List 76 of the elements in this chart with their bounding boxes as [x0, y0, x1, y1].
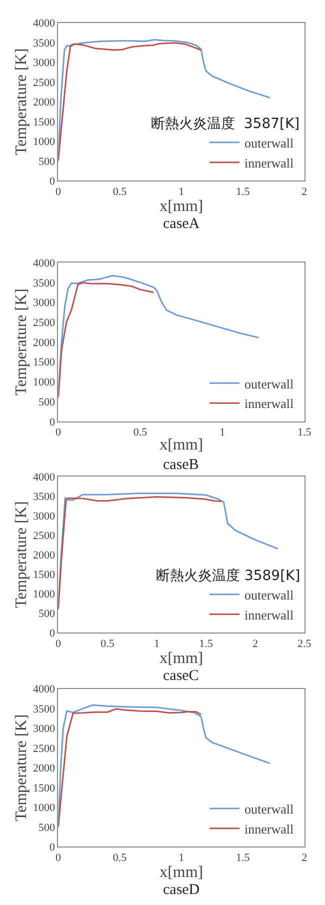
legend-label: innerwall: [244, 396, 294, 412]
x-tick-label: 0.5: [112, 186, 128, 198]
text: caseC: [163, 668, 199, 684]
y-tick-label: 3500: [33, 703, 56, 716]
y-tick-label: 1500: [33, 116, 56, 128]
x-axis-title: x[mm]: [160, 198, 204, 215]
y-tick-label: 0: [50, 175, 56, 188]
line-series: [58, 282, 154, 398]
y-tick-label: 2000: [33, 549, 56, 562]
x-tick-label: 1: [178, 186, 184, 198]
y-tick-label: 1500: [33, 356, 56, 369]
y-tick-label: 3000: [33, 297, 56, 310]
legend-label: innerwall: [244, 155, 294, 170]
x-tick-label: 1.5: [236, 852, 250, 864]
legend-label: innerwall: [244, 607, 294, 622]
y-tick-label: 4000: [33, 18, 56, 30]
x-tick-label: 0.5: [112, 852, 128, 864]
y-tick-label: 3000: [33, 510, 56, 522]
text: caseA: [163, 216, 200, 232]
x-tick-label: 2: [252, 638, 258, 650]
y-tick-label: 500: [38, 822, 56, 834]
legend-label: outerwall: [244, 802, 294, 817]
y-tick-label: 1000: [33, 376, 56, 389]
y-tick-label: 2500: [33, 742, 56, 755]
y-tick-label: 1500: [33, 568, 56, 581]
y-tick-label: 0: [50, 842, 56, 854]
y-tick-label: 3500: [33, 491, 56, 503]
x-tick-label: 2.5: [298, 638, 312, 650]
y-tick-label: 3500: [33, 277, 56, 290]
x-tick-label: 1: [154, 638, 160, 650]
y-tick-label: 2000: [33, 762, 56, 775]
legend-label: outerwall: [244, 587, 294, 602]
y-axis-title: Temperature [K]: [12, 501, 30, 608]
y-axis-title: Temperature [K]: [12, 48, 30, 156]
x-tick-label: 0.5: [100, 638, 115, 650]
x-axis-title: x[mm]: [160, 650, 204, 667]
x-axis-title: x[mm]: [160, 436, 204, 454]
y-tick-label: 500: [38, 396, 56, 408]
y-tick-label: 0: [50, 627, 56, 640]
x-tick-label: 2: [302, 186, 308, 198]
text: caseB: [163, 457, 199, 473]
x-axis-title: x[mm]: [160, 864, 204, 881]
y-tick-label: 1500: [33, 782, 56, 794]
y-tick-label: 2000: [33, 96, 56, 109]
y-tick-label: 3000: [33, 723, 56, 736]
y-tick-label: 3000: [33, 57, 56, 70]
x-tick-label: 1: [178, 852, 184, 864]
y-tick-label: 4000: [33, 684, 56, 696]
y-tick-label: 500: [38, 156, 56, 168]
x-tick-label: 1: [220, 426, 226, 439]
y-tick-label: 2500: [33, 76, 56, 89]
y-axis-title: Temperature [K]: [12, 714, 30, 822]
y-tick-label: 2500: [33, 530, 56, 542]
y-tick-label: 500: [38, 608, 56, 620]
y-tick-label: 1000: [33, 588, 56, 600]
x-tick-label: 0.5: [133, 426, 148, 439]
y-tick-label: 4000: [33, 257, 56, 270]
text: caseD: [163, 882, 200, 898]
legend-label: outerwall: [244, 376, 294, 392]
annotation: 断熱火炎温度 3589[K]: [156, 568, 300, 584]
x-tick-label: 1.5: [298, 426, 312, 439]
y-tick-label: 3500: [33, 37, 56, 50]
y-tick-label: 1000: [33, 136, 56, 148]
x-tick-label: 1.5: [236, 186, 250, 198]
y-tick-label: 0: [50, 416, 56, 428]
y-tick-label: 4000: [33, 472, 56, 484]
y-tick-label: 1000: [33, 802, 56, 814]
annotation: 断熱火炎温度 3587[K]: [151, 116, 300, 132]
legend-label: outerwall: [244, 136, 294, 150]
legend-label: innerwall: [244, 821, 294, 836]
y-tick-label: 2500: [33, 316, 56, 329]
x-tick-label: 1.5: [199, 638, 214, 650]
x-tick-label: 2: [302, 852, 308, 864]
line-series: [58, 708, 202, 828]
y-tick-label: 2000: [33, 336, 56, 349]
y-axis-title: Temperature [K]: [12, 288, 30, 396]
